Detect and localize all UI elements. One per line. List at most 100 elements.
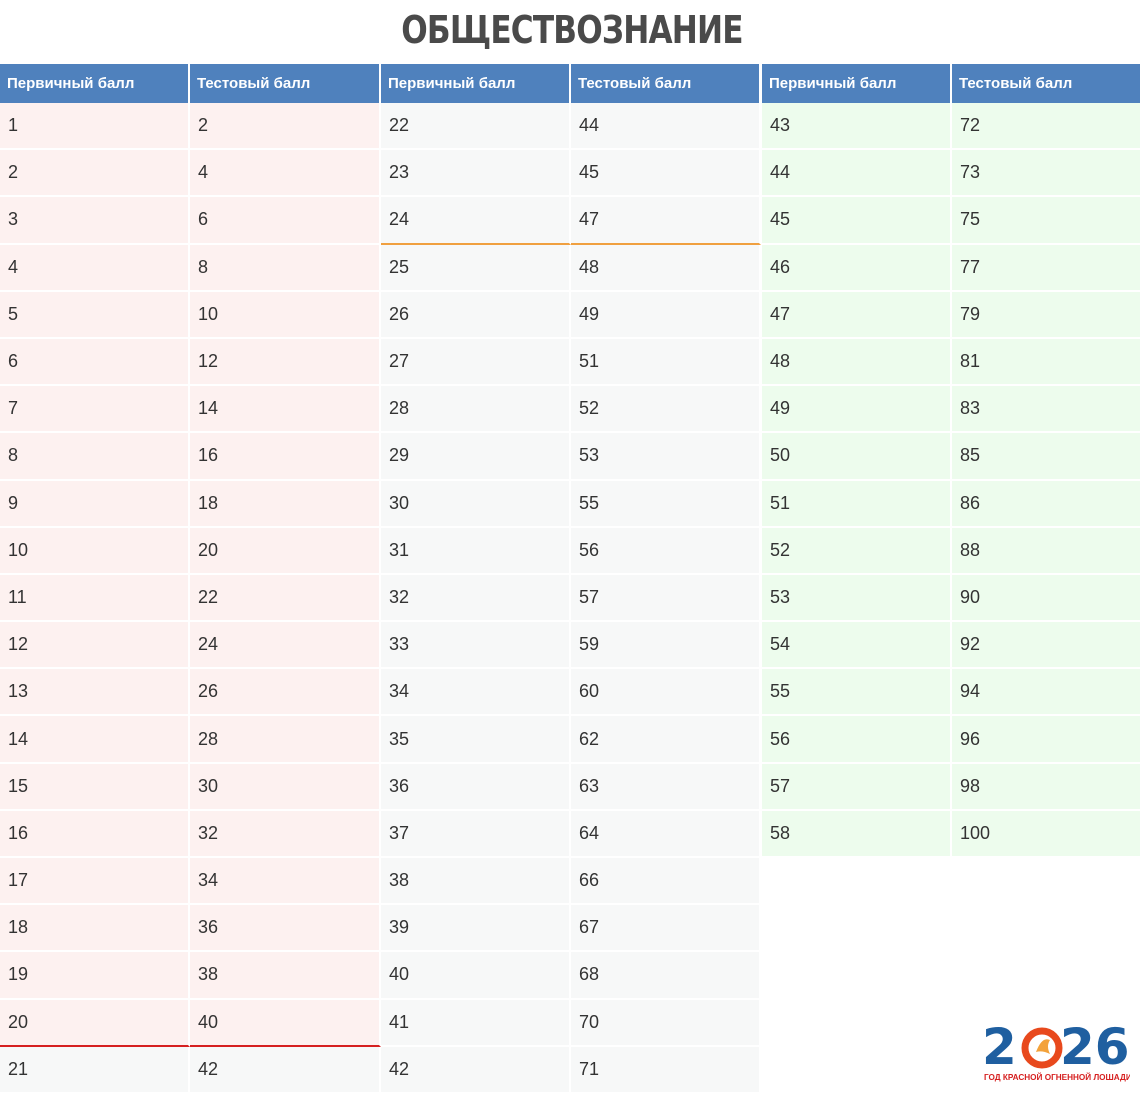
test-score-cell: 45 bbox=[571, 150, 761, 198]
primary-score-cell: 2 bbox=[0, 150, 190, 198]
test-score-cell: 88 bbox=[952, 527, 1142, 575]
primary-score-cell: 47 bbox=[762, 291, 952, 339]
fire-horse-icon bbox=[1021, 1027, 1063, 1069]
primary-score-cell: 41 bbox=[381, 999, 571, 1047]
test-score-cell: 98 bbox=[952, 763, 1142, 811]
primary-score-cell: 50 bbox=[762, 433, 952, 481]
table-row: 40 68 bbox=[381, 952, 761, 1000]
primary-score-cell: 38 bbox=[381, 858, 571, 906]
primary-score-cell: 43 bbox=[762, 103, 952, 151]
primary-score-cell: 15 bbox=[0, 763, 190, 811]
table-row: 32 57 bbox=[381, 574, 761, 623]
test-score-cell: 86 bbox=[952, 480, 1142, 528]
table-row: 11 22 bbox=[0, 574, 381, 623]
test-score-cell: 83 bbox=[952, 386, 1142, 434]
test-score-cell: 81 bbox=[952, 338, 1142, 387]
primary-score-cell: 32 bbox=[381, 574, 571, 623]
test-score-cell: 2 bbox=[190, 103, 381, 151]
test-score-cell: 22 bbox=[190, 574, 381, 623]
primary-score-cell: 31 bbox=[381, 527, 571, 575]
table-row: 38 66 bbox=[381, 858, 761, 906]
table-row: 6 12 bbox=[0, 338, 381, 387]
header-primary-score: Первичный балл bbox=[762, 64, 952, 103]
primary-score-cell: 14 bbox=[0, 716, 190, 764]
flame-icon bbox=[1036, 1039, 1050, 1054]
test-score-cell: 60 bbox=[571, 669, 761, 717]
test-score-cell: 38 bbox=[190, 952, 381, 1000]
table-row: 39 67 bbox=[381, 905, 761, 953]
test-score-cell: 10 bbox=[190, 291, 381, 339]
primary-score-cell: 56 bbox=[762, 716, 952, 764]
table-row: 28 52 bbox=[381, 386, 761, 434]
test-score-cell: 8 bbox=[190, 244, 381, 292]
primary-score-cell: 34 bbox=[381, 669, 571, 717]
primary-score-cell: 51 bbox=[762, 480, 952, 528]
table-row: 13 26 bbox=[0, 669, 381, 717]
table-row: 12 24 bbox=[0, 622, 381, 670]
table-row: 33 59 bbox=[381, 622, 761, 670]
primary-score-cell: 27 bbox=[381, 338, 571, 387]
test-score-cell: 26 bbox=[190, 669, 381, 717]
primary-score-cell: 24 bbox=[381, 197, 571, 245]
table-row: 36 63 bbox=[381, 763, 761, 811]
header-test-score: Тестовый балл bbox=[190, 64, 381, 103]
table-row: 58 100 bbox=[762, 810, 1142, 858]
test-score-cell: 14 bbox=[190, 386, 381, 434]
test-score-cell: 32 bbox=[190, 810, 381, 858]
table-row: 10 20 bbox=[0, 527, 381, 575]
table-row: 23 45 bbox=[381, 150, 761, 198]
header-primary-score: Первичный балл bbox=[381, 64, 571, 103]
table-row: 55 94 bbox=[762, 669, 1142, 717]
primary-score-cell: 44 bbox=[762, 150, 952, 198]
primary-score-cell: 55 bbox=[762, 669, 952, 717]
table-row: 21 42 bbox=[0, 1046, 381, 1094]
primary-score-cell: 35 bbox=[381, 716, 571, 764]
score-table-1: Первичный балл Тестовый балл 1 2 2 4 3 6 4 8 5 10… bbox=[0, 64, 381, 1094]
table-row: 42 71 bbox=[381, 1046, 761, 1094]
table-row: 27 51 bbox=[381, 338, 761, 387]
table-row: 52 88 bbox=[762, 527, 1142, 575]
test-score-cell: 67 bbox=[571, 905, 761, 953]
header-test-score: Тестовый балл bbox=[952, 64, 1142, 103]
table-row: 50 85 bbox=[762, 433, 1142, 481]
table-row: 22 44 bbox=[381, 103, 761, 151]
primary-score-cell: 37 bbox=[381, 810, 571, 858]
table-row: 49 83 bbox=[762, 386, 1142, 434]
test-score-cell: 44 bbox=[571, 103, 761, 151]
primary-score-cell: 36 bbox=[381, 763, 571, 811]
test-score-cell: 56 bbox=[571, 527, 761, 575]
table-row: 41 70 bbox=[381, 999, 761, 1047]
test-score-cell: 64 bbox=[571, 810, 761, 858]
primary-score-cell: 17 bbox=[0, 858, 190, 906]
test-score-cell: 28 bbox=[190, 716, 381, 764]
primary-score-cell: 4 bbox=[0, 244, 190, 292]
test-score-cell: 59 bbox=[571, 622, 761, 670]
table-row: 20 40 bbox=[0, 999, 381, 1047]
primary-score-cell: 16 bbox=[0, 810, 190, 858]
primary-score-cell: 9 bbox=[0, 480, 190, 528]
table-row: 35 62 bbox=[381, 716, 761, 764]
table-row: 44 73 bbox=[762, 150, 1142, 198]
test-score-cell: 66 bbox=[571, 858, 761, 906]
primary-score-cell: 29 bbox=[381, 433, 571, 481]
test-score-cell: 71 bbox=[571, 1046, 761, 1094]
test-score-cell: 4 bbox=[190, 150, 381, 198]
primary-score-cell: 54 bbox=[762, 622, 952, 670]
table-row: 53 90 bbox=[762, 574, 1142, 623]
table-row: 51 86 bbox=[762, 480, 1142, 528]
logo-caption: ГОД КРАСНОЙ ОГНЕННОЙ ЛОШАДИ bbox=[984, 1071, 1130, 1082]
test-score-cell: 40 bbox=[190, 999, 381, 1047]
test-score-cell: 72 bbox=[952, 103, 1142, 151]
test-score-cell: 77 bbox=[952, 244, 1142, 292]
table-row: 29 53 bbox=[381, 433, 761, 481]
table-row: 24 47 bbox=[381, 197, 761, 245]
table-row: 7 14 bbox=[0, 386, 381, 434]
primary-score-cell: 20 bbox=[0, 999, 190, 1047]
page-title: ОБЩЕСТВОЗНАНИЕ bbox=[401, 8, 743, 52]
logo-year-two: 2 bbox=[982, 1018, 1017, 1076]
test-score-cell: 85 bbox=[952, 433, 1142, 481]
primary-score-cell: 11 bbox=[0, 574, 190, 623]
test-score-cell: 63 bbox=[571, 763, 761, 811]
primary-score-cell: 58 bbox=[762, 810, 952, 858]
